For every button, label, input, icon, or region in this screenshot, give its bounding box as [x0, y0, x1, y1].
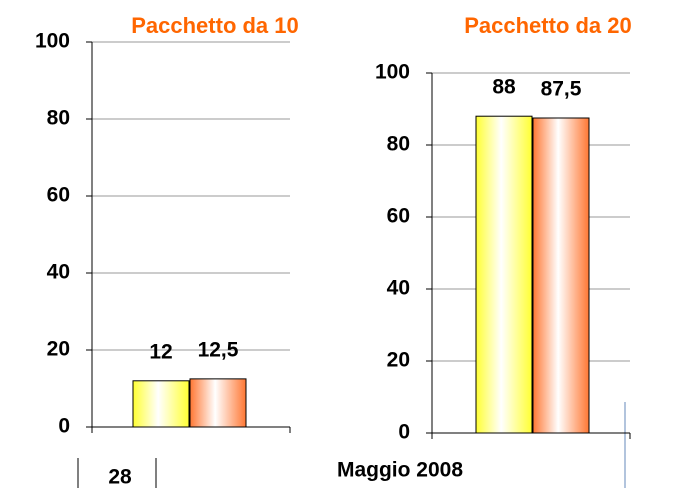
chart-title: Pacchetto da 20	[464, 13, 632, 38]
y-tick-label: 20	[387, 349, 410, 372]
bar	[189, 378, 247, 428]
chart-title: Pacchetto da 10	[131, 13, 299, 38]
value-label: 88	[492, 76, 516, 99]
y-tick-label: 100	[375, 61, 410, 84]
value-label: 12	[149, 340, 172, 363]
y-tick-label: 0	[58, 415, 70, 438]
y-tick-label: 0	[398, 421, 410, 444]
y-tick-label: 20	[47, 338, 70, 361]
footer-text: Maggio 2008	[337, 459, 463, 482]
y-tick-label: 40	[47, 261, 70, 284]
page-number: 28	[108, 466, 132, 488]
y-tick-label: 60	[47, 184, 70, 207]
bar	[532, 117, 590, 434]
value-label: 12,5	[198, 338, 239, 361]
value-label: 87,5	[541, 78, 582, 101]
y-tick-label: 40	[387, 277, 410, 300]
y-tick-label: 60	[387, 205, 410, 228]
bar	[132, 380, 190, 428]
y-tick-label: 80	[387, 133, 410, 156]
y-tick-label: 100	[35, 30, 70, 53]
bar	[475, 115, 533, 434]
y-tick-label: 80	[47, 107, 70, 130]
